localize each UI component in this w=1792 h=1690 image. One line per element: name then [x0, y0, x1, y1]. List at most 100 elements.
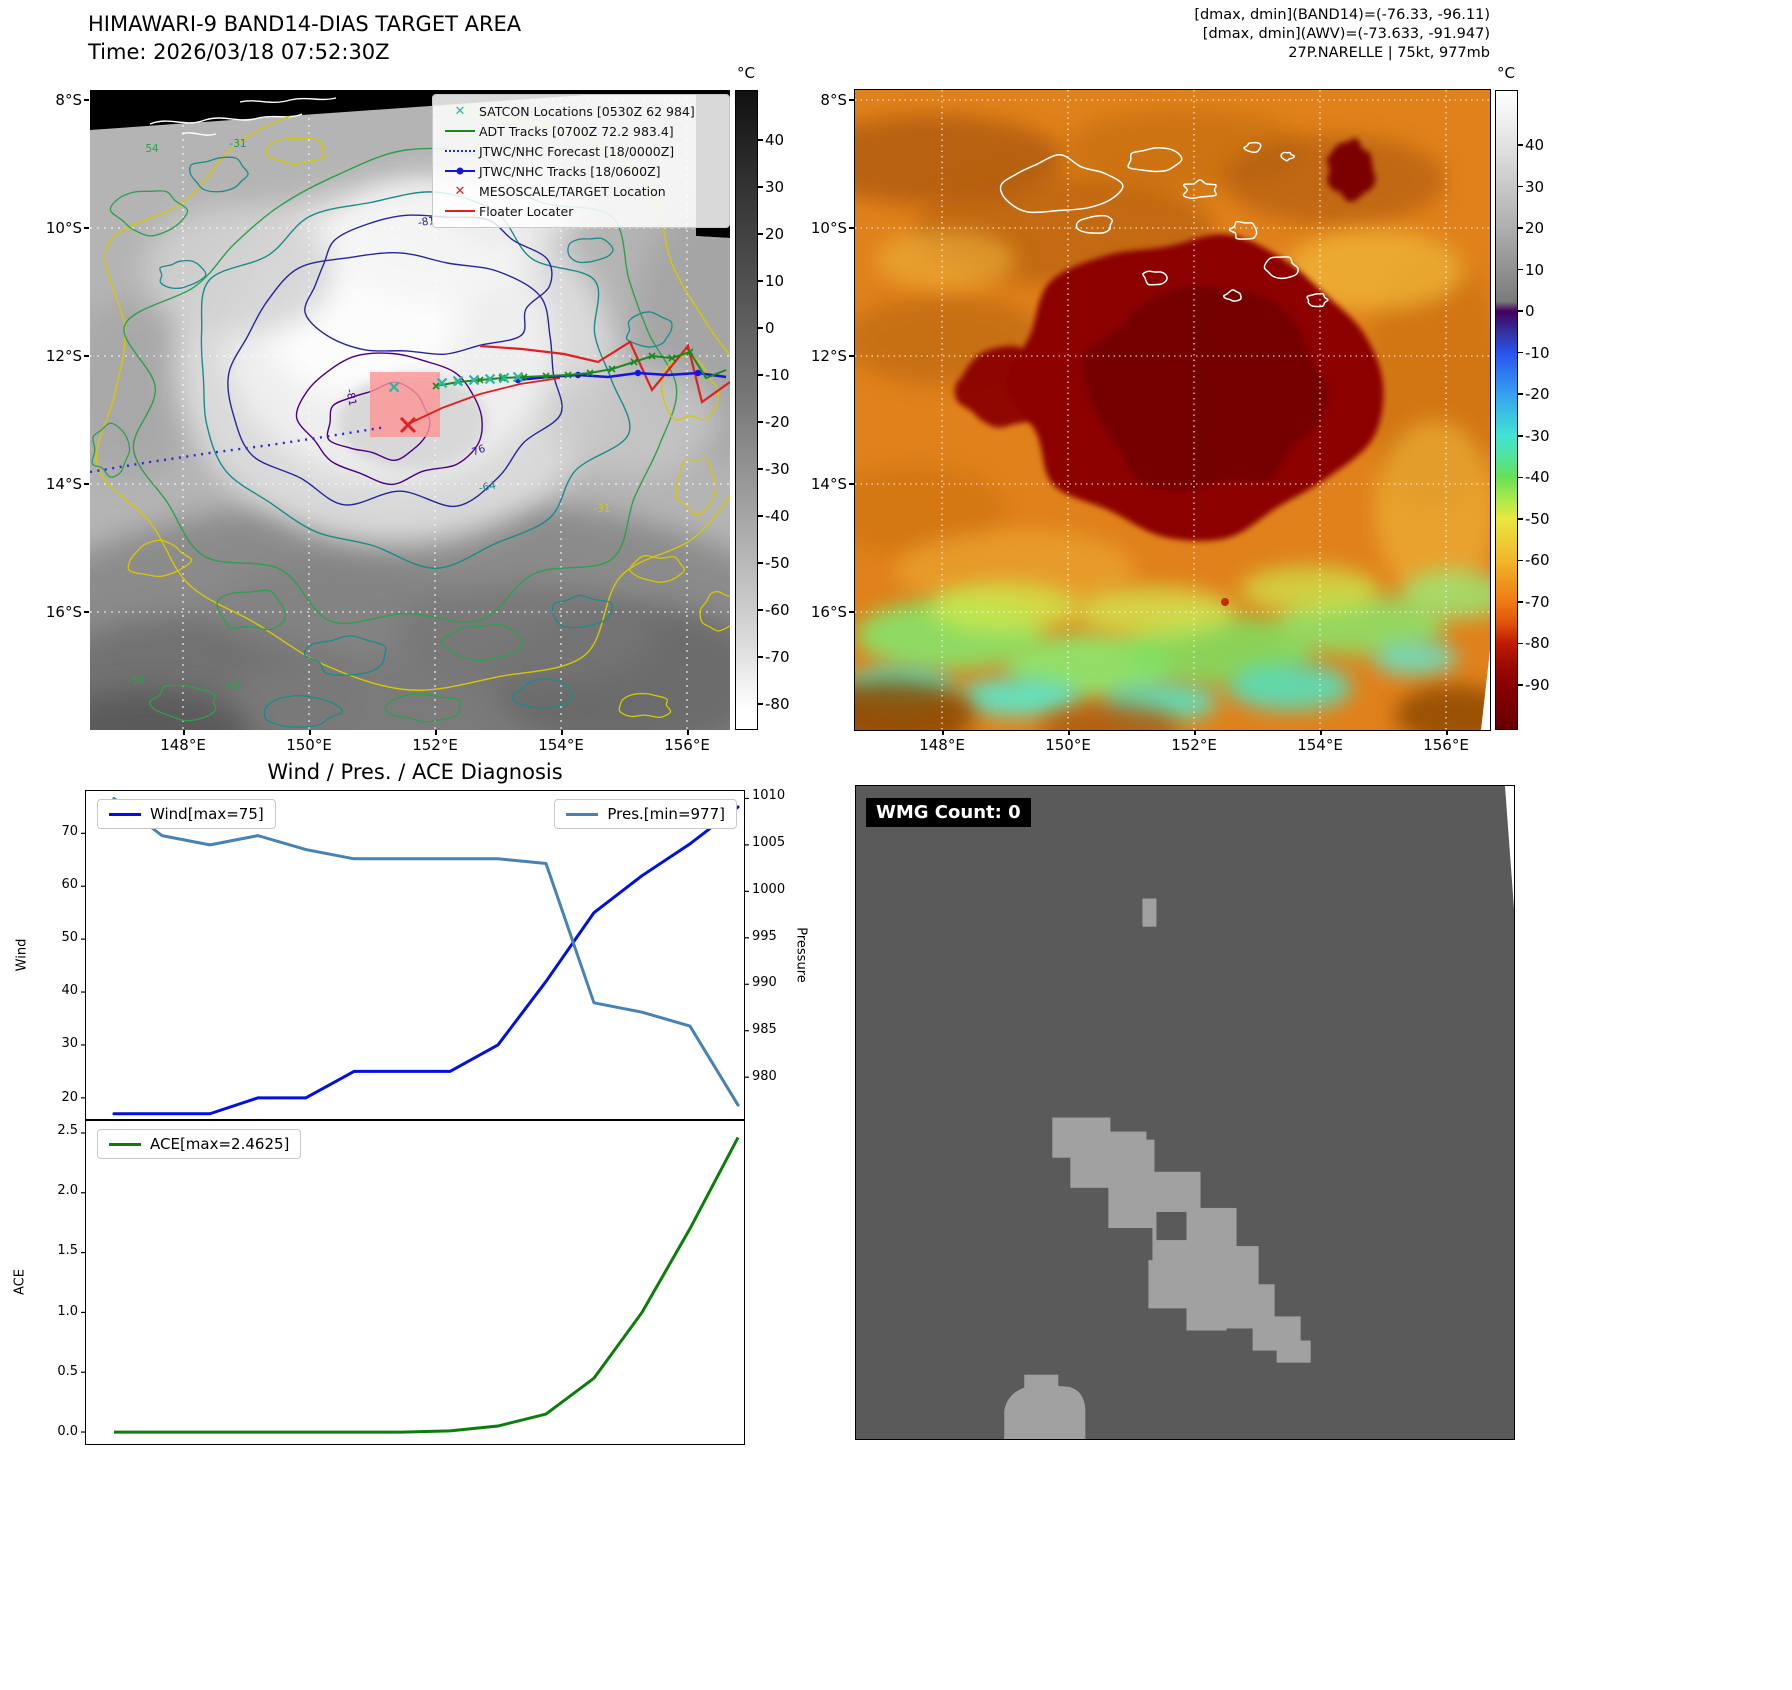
- colorbar-tick-label: 30: [765, 178, 785, 196]
- colorbar-tick-label: -20: [765, 413, 790, 431]
- lon-tick-mark: [183, 730, 185, 735]
- colorbar-tick-label: 40: [765, 131, 785, 149]
- colorbar-tick-label: 10: [765, 272, 785, 290]
- lon-tick-label: 148°E: [919, 736, 965, 754]
- colorbar-tick-label: -80: [765, 695, 790, 713]
- wind-pressure-chart: [81, 790, 749, 1120]
- legend-line-swatch: [566, 812, 599, 816]
- lat-tick-mark: [849, 483, 854, 485]
- lat-tick-label: 8°S: [55, 91, 82, 109]
- colorbar-tick-label: -60: [765, 601, 790, 619]
- lat-tick-label: 12°S: [810, 347, 847, 365]
- coastline-lines: [999, 141, 1329, 308]
- colorbar-tick-mark: [758, 515, 763, 517]
- colorbar-tick-mark: [1518, 393, 1523, 395]
- band14-colorbar: [735, 90, 758, 730]
- colorbar-tick-label: -30: [1525, 426, 1550, 445]
- colorbar-tick-mark: [1518, 559, 1523, 562]
- legend-item: ✕ SATCON Locations [0530Z 62 984]: [441, 101, 721, 121]
- legend-label: Pres.[min=977]: [607, 805, 725, 823]
- colorbar-tick-label: 20: [765, 225, 785, 243]
- legend-marker-dotted: [441, 141, 479, 161]
- colorbar-tick-mark: [1518, 518, 1523, 520]
- colorbar-tick-mark: [758, 327, 763, 329]
- pressure-tick-label: 985: [752, 1022, 777, 1038]
- colorbar-tick-mark: [1518, 601, 1523, 603]
- ace-tick-label: 0.0: [57, 1423, 78, 1439]
- colorbar-tick-mark: [758, 186, 763, 188]
- contour-label: -64: [478, 479, 498, 494]
- x-marker-icon: ✕: [454, 103, 466, 119]
- lon-tick-mark: [1194, 730, 1196, 735]
- colorbar-tick-label: -70: [1525, 592, 1550, 611]
- lat-tick-mark: [84, 355, 89, 357]
- contour-label: 54: [145, 143, 159, 155]
- colorbar-tick-label: -60: [1525, 551, 1550, 570]
- colorbar-tick-label: 20: [1525, 219, 1545, 238]
- colorbar-tick-mark: [758, 280, 763, 282]
- colorbar-tick-mark: [758, 562, 763, 564]
- lat-tick-mark: [84, 99, 89, 101]
- lat-tick-mark: [849, 99, 854, 101]
- colorbar-tick-mark: [1518, 227, 1523, 229]
- legend-item: JTWC/NHC Forecast [18/0000Z]: [441, 141, 721, 161]
- lon-tick-mark: [687, 730, 689, 735]
- lon-tick-mark: [435, 730, 437, 735]
- lat-tick-label: 10°S: [810, 219, 847, 237]
- colorbar-tick-mark: [1518, 435, 1523, 437]
- pressure-tick-label: 1010: [752, 788, 786, 804]
- lat-tick-mark: [84, 483, 89, 485]
- pressure-tick-label: 990: [752, 975, 777, 991]
- legend-item: Floater Locater: [441, 201, 721, 221]
- colorbar-tick-label: 0: [765, 319, 775, 337]
- colorbar-tick-mark: [1518, 684, 1523, 686]
- band14-time: Time: 2026/03/18 07:52:30Z: [88, 40, 390, 64]
- colorbar-tick-label: 30: [1525, 177, 1545, 196]
- wmg-panel: WMG Count: 0: [855, 785, 1515, 1440]
- lon-tick-label: 150°E: [286, 736, 332, 754]
- pressure-tick-label: 995: [752, 928, 777, 944]
- ace-tick-label: 2.5: [57, 1123, 78, 1139]
- contour-label: -54: [127, 675, 144, 687]
- contour-label: -81: [343, 388, 358, 407]
- colorbar-tick-mark: [1518, 144, 1523, 146]
- line-marker-icon: [445, 150, 475, 152]
- legend-label: JTWC/NHC Forecast [18/0000Z]: [479, 143, 675, 159]
- colorbar-tick-mark: [758, 468, 763, 470]
- lat-tick-label: 14°S: [810, 475, 847, 493]
- coastline-lines: [149, 97, 337, 136]
- contour-labels: 54 -31 -81 -76 -81 -64 -31 -54 -64: [127, 138, 610, 693]
- lat-tick-mark: [84, 227, 89, 229]
- colorbar-tick-label: -40: [765, 507, 790, 525]
- colorbar-tick-label: -70: [765, 648, 790, 666]
- lon-tick-mark: [942, 730, 944, 735]
- colorbar-tick-label: -90: [1525, 676, 1550, 695]
- colorbar-tick-label: -10: [765, 366, 790, 384]
- legend-label: MESOSCALE/TARGET Location: [479, 183, 666, 199]
- colorbar-tick-mark: [758, 656, 763, 658]
- colorbar-tick-mark: [1518, 351, 1523, 354]
- wind-axis-label: Wind: [14, 938, 30, 972]
- colorbar-tick-label: 0: [1525, 302, 1535, 321]
- colorbar-tick-mark: [1518, 476, 1523, 479]
- dot-marker-icon: [456, 167, 464, 175]
- legend-marker-x: ✕: [441, 181, 479, 201]
- lon-tick-label: 152°E: [1171, 736, 1217, 754]
- lat-tick-mark: [849, 227, 854, 229]
- lat-tick-mark: [849, 611, 854, 613]
- lat-tick-mark: [849, 355, 854, 357]
- diagnosis-panel: Wind / Pres. / ACE Diagnosis 20 30 40 50 60 7…: [0, 750, 830, 1470]
- colorbar-tick-mark: [758, 703, 763, 705]
- chart-legend: Wind[max=75]: [97, 799, 276, 829]
- lon-tick-mark: [309, 730, 311, 735]
- contour-label: -76: [467, 443, 488, 460]
- contour-label: -31: [229, 138, 246, 150]
- colorbar-tick-mark: [758, 609, 763, 611]
- lat-tick-label: 14°S: [45, 475, 82, 493]
- legend-line-swatch: [109, 1142, 141, 1146]
- colorbar-tick-label: 40: [1525, 136, 1545, 154]
- pressure-axis-label: Pressure: [793, 927, 809, 983]
- wmg-blob: [1004, 898, 1311, 1439]
- colorbar-tick-mark: [1518, 642, 1523, 645]
- colorbar-tick-mark: [758, 139, 763, 141]
